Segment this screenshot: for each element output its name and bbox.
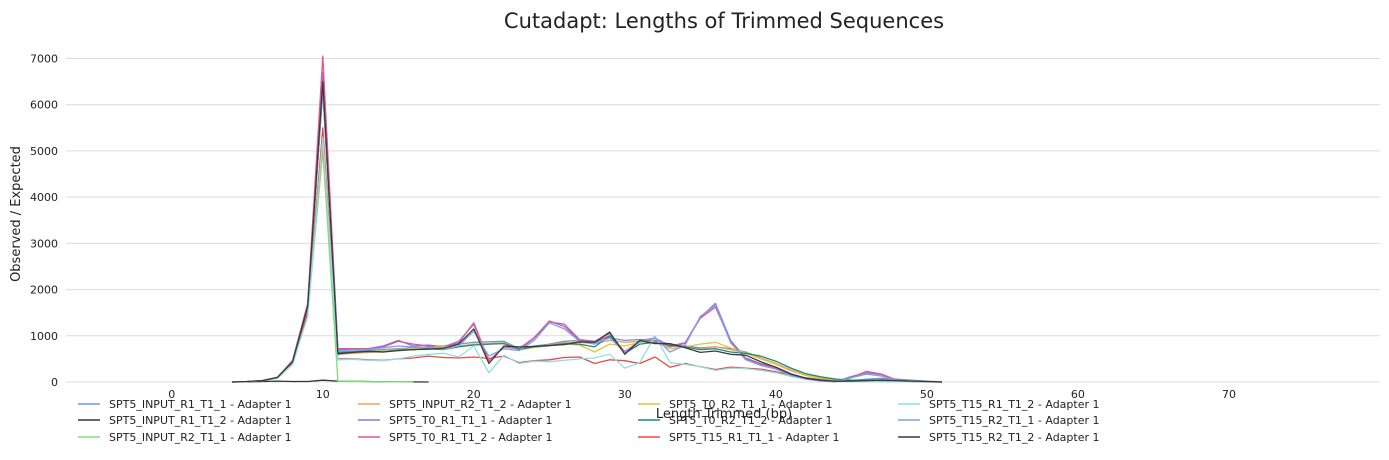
y-tick-labels: 0 1000 2000 3000 4000 5000 6000 7000 [30,52,58,389]
y-tick-label: 3000 [30,237,58,250]
legend-item[interactable]: SPT5_T15_R2_T1_2 - Adapter 1 [898,431,1100,444]
y-tick-label: 0 [51,376,58,389]
series-line-1 [232,80,943,383]
x-tick-label: 20 [467,388,481,401]
legend: SPT5_INPUT_R1_T1_1 - Adapter 1 SPT5_INPUT… [78,398,1100,444]
x-tick-label: 70 [1222,388,1236,401]
x-tick-label: 50 [920,388,934,401]
series-line-11 [232,90,943,383]
legend-item[interactable]: SPT5_T0_R2_T1_2 - Adapter 1 [638,414,833,427]
legend-label: SPT5_T0_R1_T1_2 - Adapter 1 [389,431,553,444]
y-tick-label: 7000 [30,52,58,65]
chart-title: Cutadapt: Lengths of Trimmed Sequences [504,9,944,33]
y-tick-label: 5000 [30,145,58,158]
legend-item[interactable]: SPT5_T15_R1_T1_2 - Adapter 1 [898,398,1100,411]
legend-label: SPT5_INPUT_R1_T1_1 - Adapter 1 [109,398,292,411]
y-tick-label: 1000 [30,330,58,343]
legend-item[interactable]: SPT5_INPUT_R1_T1_1 - Adapter 1 [78,398,292,411]
legend-item[interactable]: SPT5_INPUT_R2_T1_1 - Adapter 1 [78,431,292,444]
series-line-4 [232,145,943,383]
legend-label: SPT5_T15_R1_T1_2 - Adapter 1 [929,398,1100,411]
y-tick-label: 4000 [30,191,58,204]
legend-item[interactable]: SPT5_T0_R1_T1_2 - Adapter 1 [358,431,553,444]
legend-label: SPT5_INPUT_R2_T1_2 - Adapter 1 [389,398,572,411]
x-tick-label: 10 [316,388,330,401]
y-tick-label: 2000 [30,284,58,297]
y-axis-label: Observed / Expected [9,146,24,282]
legend-item[interactable]: SPT5_T0_R2_T1_1 - Adapter 1 [638,398,833,411]
x-tick-labels: 0 10 20 30 40 50 60 70 [168,388,1236,401]
legend-label: SPT5_INPUT_R1_T1_2 - Adapter 1 [109,414,292,427]
legend-item[interactable]: SPT5_T0_R1_T1_1 - Adapter 1 [358,414,553,427]
series-line-12 [232,80,943,383]
legend-label: SPT5_T15_R1_T1_1 - Adapter 1 [669,431,840,444]
x-tick-label: 30 [618,388,632,401]
series-line-7 [232,90,943,383]
legend-label: SPT5_T15_R2_T1_2 - Adapter 1 [929,431,1100,444]
series-line-8 [232,87,943,383]
legend-item[interactable]: SPT5_T15_R2_T1_1 - Adapter 1 [898,414,1100,427]
legend-label: SPT5_T0_R1_T1_1 - Adapter 1 [389,414,553,427]
x-tick-label: 40 [769,388,783,401]
legend-item[interactable]: SPT5_T15_R1_T1_1 - Adapter 1 [638,431,840,444]
legend-item[interactable]: SPT5_INPUT_R1_T1_2 - Adapter 1 [78,414,292,427]
x-tick-label: 0 [168,388,175,401]
grid-lines [66,57,1380,383]
x-tick-label: 60 [1071,388,1085,401]
series-line-9 [232,127,943,383]
legend-item[interactable]: SPT5_INPUT_R2_T1_2 - Adapter 1 [358,398,572,411]
legend-label: SPT5_T0_R2_T1_2 - Adapter 1 [669,414,833,427]
legend-label: SPT5_T0_R2_T1_1 - Adapter 1 [669,398,833,411]
legend-label: SPT5_T15_R2_T1_1 - Adapter 1 [929,414,1100,427]
y-tick-label: 6000 [30,99,58,112]
x-axis-label: Length Trimmed (bp) [656,407,792,422]
legend-label: SPT5_INPUT_R2_T1_1 - Adapter 1 [109,431,292,444]
series-lines [232,55,943,383]
